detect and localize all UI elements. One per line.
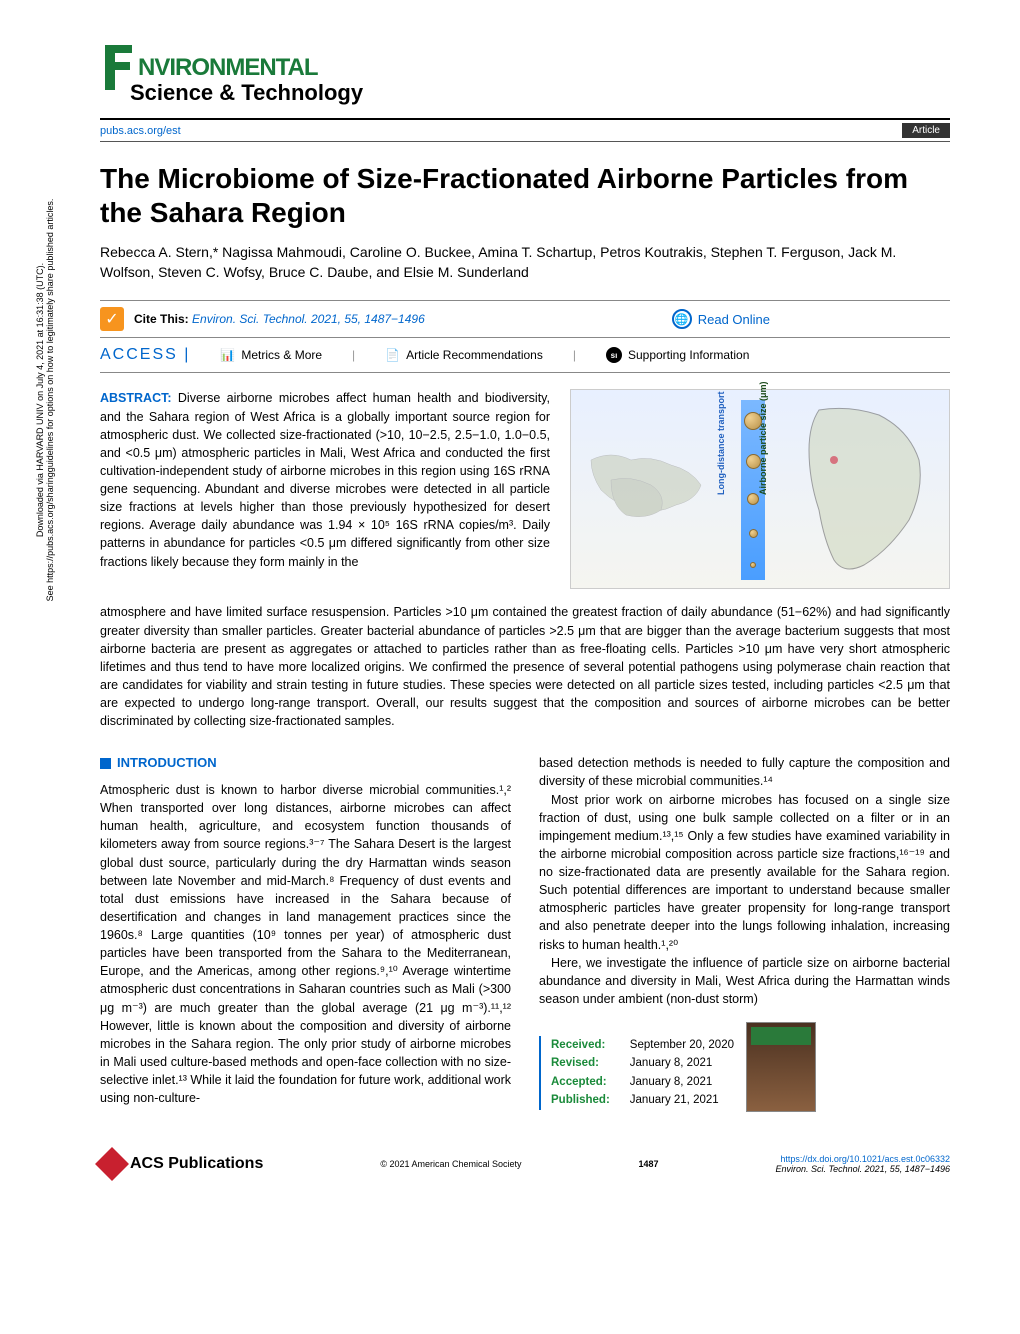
abstract-full: atmosphere and have limited surface resu… [100,603,950,730]
received-date: September 20, 2020 [630,1036,734,1054]
globe-icon: 🌐 [672,309,692,329]
read-online-text: Read Online [698,312,770,327]
acs-pub-text: ACS Publications [130,1155,263,1173]
revised-date: January 8, 2021 [630,1054,734,1072]
column-right: based detection methods is needed to ful… [539,754,950,1112]
received-label: Received: [551,1036,610,1054]
read-online-link[interactable]: 🌐 Read Online [672,309,770,329]
pubs-url[interactable]: pubs.acs.org/est [100,125,181,137]
article-title: The Microbiome of Size-Fractionated Airb… [100,162,950,229]
dates-values: September 20, 2020 January 8, 2021 Janua… [630,1036,734,1110]
page: NVIRONMENTAL Science & Technology pubs.a… [0,0,1020,1206]
si-text: Supporting Information [628,348,749,362]
accepted-label: Accepted: [551,1073,610,1091]
page-footer: ACS Publications © 2021 American Chemica… [100,1142,950,1176]
intro-header: INTRODUCTION [100,754,511,773]
check-icon: ✓ [100,307,124,331]
si-icon: sı [606,347,622,363]
doi-link[interactable]: https://dx.doi.org/10.1021/acs.est.0c063… [775,1154,950,1164]
graphical-abstract: Long-distance transport Airborne particl… [570,389,950,589]
access-link[interactable]: ACCESS | [100,346,190,364]
pubs-bar: pubs.acs.org/est Article [100,118,950,142]
side-line1: Downloaded via HARVARD UNIV on July 4, 2… [35,150,45,650]
article-badge: Article [902,123,950,138]
intro-p3: Most prior work on airborne microbes has… [539,791,950,954]
world-map-icon [581,430,711,540]
authors-list: Rebecca A. Stern,* Nagissa Mahmoudi, Car… [100,243,950,282]
metrics-text: Metrics & More [241,348,322,362]
acs-publications-logo: ACS Publications [100,1152,263,1176]
dates-box: Received: Revised: Accepted: Published: … [539,1036,734,1110]
abstract-section: ABSTRACT: Diverse airborne microbes affe… [100,389,950,589]
divider: | [352,348,355,362]
footer-right: https://dx.doi.org/10.1021/acs.est.0c063… [775,1154,950,1174]
particle-3 [747,493,759,505]
revised-label: Revised: [551,1054,610,1072]
cite-bar: ✓ Cite This: Environ. Sci. Technol. 2021… [100,300,950,338]
intro-p2: based detection methods is needed to ful… [539,754,950,790]
chart-icon: 📊 [220,348,235,362]
published-date: January 21, 2021 [630,1091,734,1109]
body-columns: INTRODUCTION Atmospheric dust is known t… [100,754,950,1112]
doc-icon: 📄 [385,348,400,362]
access-bar: ACCESS | 📊 Metrics & More | 📄 Article Re… [100,338,950,373]
intro-title: INTRODUCTION [117,754,217,773]
side-line2: See https://pubs.acs.org/sharingguidelin… [45,150,55,650]
download-sidebar: Downloaded via HARVARD UNIV on July 4, 2… [35,150,55,650]
cite-label: Cite This: Environ. Sci. Technol. 2021, … [134,312,425,326]
particle-4 [749,529,758,538]
footer-center: © 2021 American Chemical Society [380,1159,521,1169]
access-text: ACCESS [100,346,178,363]
africa-map-icon [779,400,939,580]
cite-this-label: Cite This: [134,312,189,326]
svg-text:NVIRONMENTAL: NVIRONMENTAL [138,54,318,81]
footer-ref: Environ. Sci. Technol. 2021, 55, 1487−14… [775,1164,950,1174]
abstract-label: ABSTRACT: [100,391,172,405]
intro-p1: Atmospheric dust is known to harbor dive… [100,781,511,1107]
divider2: | [573,348,576,362]
cover-thumbnail[interactable] [746,1022,816,1112]
dates-labels: Received: Revised: Accepted: Published: [551,1036,610,1110]
ga-transport-label: Long-distance transport [716,392,726,496]
recommendations-link[interactable]: 📄 Article Recommendations [385,348,543,362]
accepted-date: January 8, 2021 [630,1073,734,1091]
journal-logo: NVIRONMENTAL Science & Technology [100,40,950,110]
intro-p4: Here, we investigate the influence of pa… [539,954,950,1008]
ga-size-label: Airborne particle size (μm) [758,382,768,496]
metrics-link[interactable]: 📊 Metrics & More [220,348,322,362]
column-left: INTRODUCTION Atmospheric dust is known t… [100,754,511,1112]
recs-text: Article Recommendations [406,348,543,362]
published-label: Published: [551,1091,610,1109]
abstract-text-left: Diverse airborne microbes affect human h… [100,391,550,568]
acs-diamond-icon [95,1147,129,1181]
si-link[interactable]: sı Supporting Information [606,347,749,363]
cite-ref[interactable]: Environ. Sci. Technol. 2021, 55, 1487−14… [192,312,425,326]
abstract-left: ABSTRACT: Diverse airborne microbes affe… [100,389,550,589]
est-logo-icon: NVIRONMENTAL Science & Technology [100,40,380,110]
particle-5 [750,562,756,568]
copyright: © 2021 American Chemical Society [380,1159,521,1169]
svg-text:Science & Technology: Science & Technology [130,80,364,105]
page-number: 1487 [638,1159,658,1169]
section-square-icon [100,758,111,769]
